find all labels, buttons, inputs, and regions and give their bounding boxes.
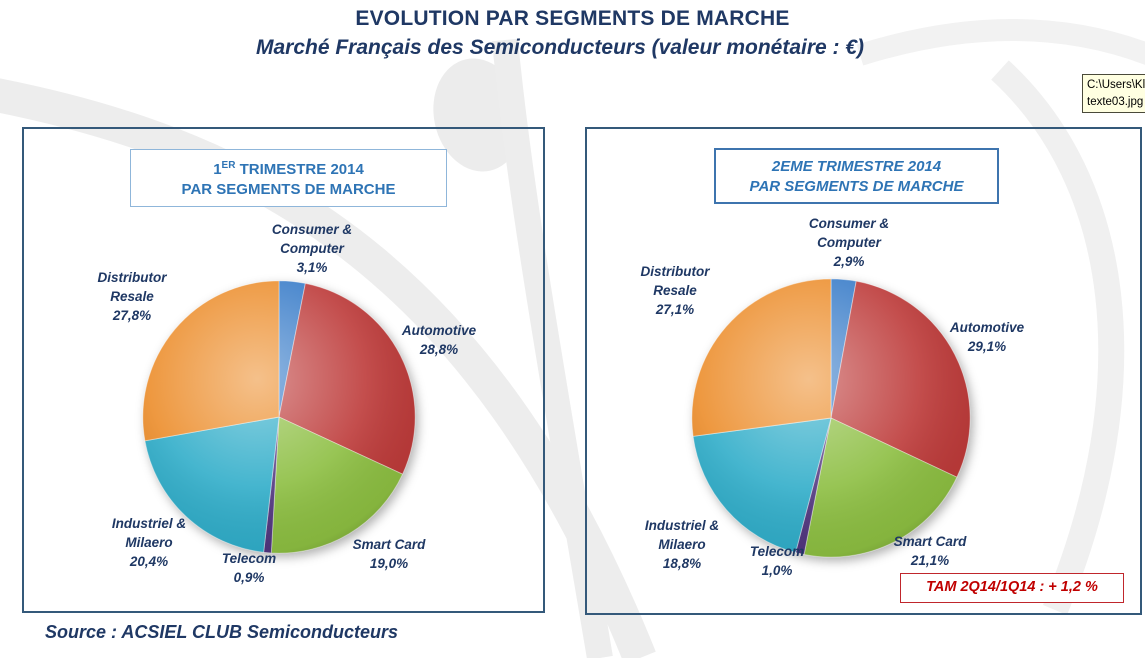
q1-header-line1: 1ER TRIMESTRE 2014 xyxy=(213,160,364,178)
filename-tooltip-file: texte03.jpg xyxy=(1087,95,1144,108)
q2-label-telecom: Telecom 1,0% xyxy=(749,544,805,578)
q1-label-industriel-milaero: Industriel & Milaero 20,4% xyxy=(111,516,187,569)
page-title: EVOLUTION PAR SEGMENTS DE MARCHE xyxy=(355,7,790,30)
q1-pie-chart xyxy=(142,280,416,554)
q2-header-box: 2EME TRIMESTRE 2014 PAR SEGMENTS DE MARC… xyxy=(714,148,999,204)
q1-header-line2: PAR SEGMENTS DE MARCHE xyxy=(181,181,396,199)
q1-header-box: 1ER TRIMESTRE 2014 PAR SEGMENTS DE MARCH… xyxy=(130,149,447,207)
q2-label-smart-card: Smart Card 21,1% xyxy=(893,534,967,568)
q1-label-distributor-resale: Distributor Resale 27,8% xyxy=(97,270,167,323)
q2-label-distributor-resale: Distributor Resale 27,1% xyxy=(640,264,710,317)
q2-label-automotive: Automotive 29,1% xyxy=(949,320,1025,354)
panel-q1-2014: 1ER TRIMESTRE 2014 PAR SEGMENTS DE MARCH… xyxy=(22,127,545,613)
filename-tooltip-path: C:\Users\Kl xyxy=(1087,79,1145,91)
q2-label-consumer-computer: Consumer & Computer 2,9% xyxy=(808,216,890,269)
q1-label-smart-card: Smart Card 19,0% xyxy=(352,537,426,571)
q1-label-consumer-computer: Consumer & Computer 3,1% xyxy=(271,222,353,275)
q1-label-automotive: Automotive 28,8% xyxy=(401,323,477,357)
tam-growth-annotation: TAM 2Q14/1Q14 : + 1,2 % xyxy=(900,573,1124,603)
q2-label-industriel-milaero: Industriel & Milaero 18,8% xyxy=(644,518,720,571)
source-caption: Source : ACSIEL CLUB Semiconducteurs xyxy=(45,622,399,642)
page-subtitle: Marché Français des Semiconducteurs (val… xyxy=(255,36,865,59)
q2-header-line2: PAR SEGMENTS DE MARCHE xyxy=(749,178,964,196)
panel-q2-2014: 2EME TRIMESTRE 2014 PAR SEGMENTS DE MARC… xyxy=(585,127,1142,615)
q2-header-line1: 2EME TRIMESTRE 2014 xyxy=(771,158,942,175)
q2-pie-chart xyxy=(691,278,971,558)
q1-label-telecom: Telecom 0,9% xyxy=(221,551,277,585)
filename-tooltip: C:\Users\Kl texte03.jpg xyxy=(1082,74,1145,114)
